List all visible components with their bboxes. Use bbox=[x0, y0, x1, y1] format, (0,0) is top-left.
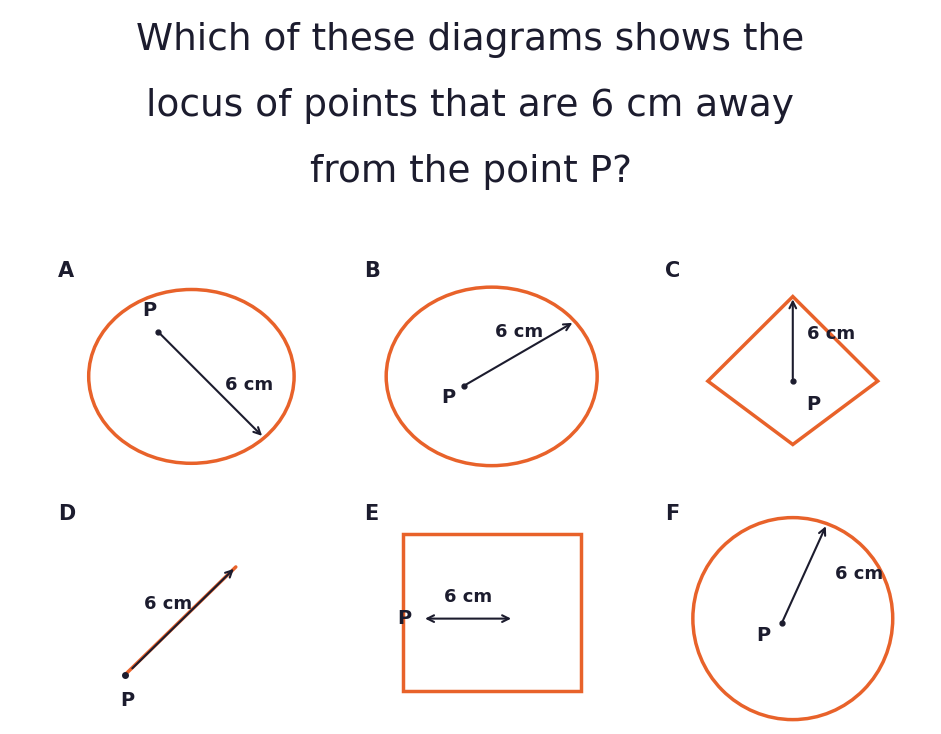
Text: from the point P?: from the point P? bbox=[310, 154, 631, 190]
Text: 6 cm: 6 cm bbox=[806, 325, 854, 343]
Text: P: P bbox=[120, 691, 135, 711]
Text: D: D bbox=[58, 504, 75, 523]
Text: P: P bbox=[757, 625, 771, 644]
Text: P: P bbox=[397, 609, 411, 628]
Text: 6 cm: 6 cm bbox=[225, 376, 273, 393]
Text: E: E bbox=[364, 504, 378, 523]
Text: P: P bbox=[143, 301, 157, 320]
Text: Which of these diagrams shows the: Which of these diagrams shows the bbox=[136, 22, 805, 58]
Text: C: C bbox=[665, 261, 680, 281]
Text: P: P bbox=[806, 395, 821, 414]
Text: A: A bbox=[58, 261, 74, 281]
Text: P: P bbox=[441, 388, 455, 407]
Text: 6 cm: 6 cm bbox=[836, 564, 884, 583]
Text: 6 cm: 6 cm bbox=[495, 323, 543, 341]
Text: F: F bbox=[665, 504, 679, 523]
Bar bbox=[403, 534, 581, 691]
Text: locus of points that are 6 cm away: locus of points that are 6 cm away bbox=[147, 88, 794, 124]
Text: B: B bbox=[364, 261, 380, 281]
Text: 6 cm: 6 cm bbox=[144, 595, 192, 613]
Text: 6 cm: 6 cm bbox=[444, 588, 492, 606]
